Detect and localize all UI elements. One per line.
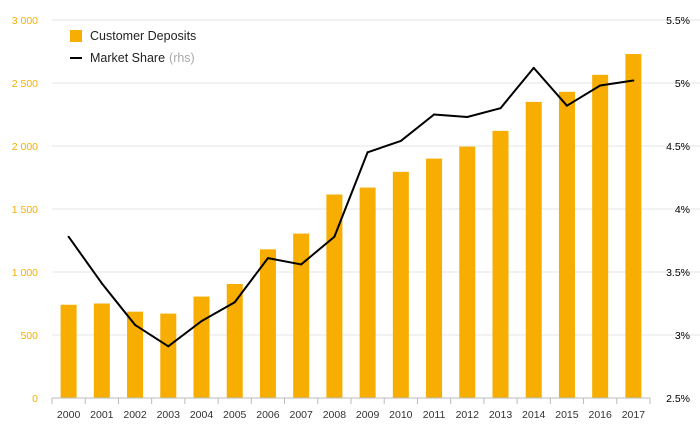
- x-tick-label: 2009: [356, 409, 380, 421]
- legend-item-market-share: Market Share (rhs): [70, 48, 196, 67]
- bar-2004: [193, 296, 210, 398]
- x-tick-label: 2000: [57, 409, 81, 421]
- bar-2001: [93, 303, 110, 398]
- bar-2009: [359, 187, 376, 398]
- x-tick-label: 2002: [123, 409, 147, 421]
- x-tick-label: 2006: [256, 409, 280, 421]
- point-market-share-2017: [632, 79, 635, 82]
- point-market-share-2003: [167, 345, 170, 348]
- y-left-tick-label: 1 000: [12, 267, 38, 279]
- bar-2003: [160, 313, 177, 398]
- point-market-share-2007: [300, 263, 303, 266]
- x-tick-label: 2004: [190, 409, 214, 421]
- point-market-share-2016: [599, 84, 602, 87]
- point-market-share-2006: [266, 257, 269, 260]
- bar-2005: [226, 283, 243, 398]
- legend-item-customer-deposits: Customer Deposits: [70, 26, 196, 45]
- point-market-share-2011: [433, 113, 436, 116]
- x-tick-label: 2016: [588, 409, 612, 421]
- legend-label-market-share: Market Share: [90, 50, 166, 65]
- x-tick-label: 2014: [522, 409, 546, 421]
- x-tick-label: 2008: [323, 409, 347, 421]
- bar-2016: [592, 74, 609, 398]
- y-right-tick-label: 4.5%: [666, 141, 690, 153]
- legend: Customer Deposits Market Share (rhs): [70, 26, 196, 70]
- bar-2012: [459, 146, 476, 398]
- x-tick-label: 2010: [389, 409, 413, 421]
- x-tick-label: 2012: [456, 409, 480, 421]
- bar-2014: [525, 101, 542, 399]
- y-right-tick-label: 3.5%: [666, 267, 690, 279]
- point-market-share-2002: [134, 323, 137, 326]
- point-market-share-2008: [333, 235, 336, 238]
- bar-2008: [326, 194, 343, 398]
- point-market-share-2012: [466, 116, 469, 119]
- y-left-tick-label: 2 500: [12, 78, 38, 90]
- legend-swatch-market-share: [70, 56, 82, 59]
- point-market-share-2010: [399, 139, 402, 142]
- point-market-share-2015: [565, 104, 568, 107]
- legend-rhs-note: (rhs): [169, 50, 195, 65]
- bar-2011: [426, 158, 443, 398]
- y-right-tick-label: 5.5%: [666, 15, 690, 27]
- point-market-share-2005: [233, 301, 236, 304]
- x-tick-label: 2017: [622, 409, 646, 421]
- x-tick-label: 2011: [423, 409, 446, 421]
- point-market-share-2000: [67, 235, 70, 238]
- legend-swatch-customer-deposits: [70, 29, 82, 42]
- legend-label-customer-deposits: Customer Deposits: [90, 28, 197, 43]
- bar-2017: [625, 54, 642, 399]
- y-right-tick-label: 2.5%: [666, 393, 690, 405]
- x-tick-label: 2003: [157, 409, 181, 421]
- bar-2000: [60, 304, 77, 398]
- point-market-share-2013: [499, 107, 502, 110]
- point-market-share-2004: [200, 320, 203, 323]
- x-tick-label: 2001: [90, 409, 114, 421]
- line-market-share: [67, 66, 634, 348]
- point-market-share-2001: [100, 282, 103, 285]
- x-tick-label: 2007: [289, 409, 313, 421]
- bar-2002: [127, 311, 144, 398]
- bar-2007: [293, 233, 310, 398]
- y-left-tick-label: 2 000: [12, 141, 38, 153]
- y-left-tick-label: 500: [20, 330, 38, 342]
- y-left-tick-label: 3 000: [12, 15, 38, 27]
- point-market-share-2014: [532, 66, 535, 69]
- y-right-tick-label: 5%: [675, 78, 690, 90]
- bar-2010: [392, 171, 409, 398]
- x-tick-label: 2005: [223, 409, 247, 421]
- y-right-tick-label: 3%: [675, 330, 690, 342]
- bar-2015: [558, 91, 575, 398]
- y-left-tick-label: 0: [32, 393, 38, 405]
- bar-2006: [259, 249, 276, 398]
- bar-2013: [492, 130, 509, 398]
- x-tick-label: 2013: [489, 409, 513, 421]
- x-tick-label: 2015: [555, 409, 579, 421]
- y-left-tick-label: 1 500: [12, 204, 38, 216]
- point-market-share-2009: [366, 151, 369, 154]
- y-right-tick-label: 4%: [675, 204, 690, 216]
